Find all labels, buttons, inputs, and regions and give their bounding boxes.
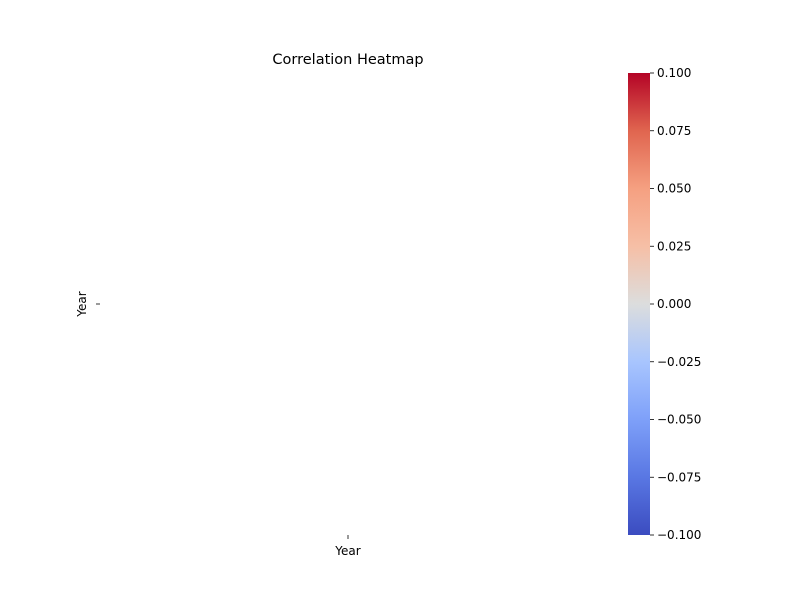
colorbar: −0.100 −0.075 −0.050 −0.025 0.000 0.025 0.050 0… xyxy=(628,66,701,542)
colorbar-gradient xyxy=(628,73,650,535)
heatmap-cell xyxy=(100,73,596,535)
chart-title: Correlation Heatmap xyxy=(272,52,423,68)
colorbar-tick-label: −0.025 xyxy=(657,355,701,369)
colorbar-tick-label: 0.075 xyxy=(657,124,691,138)
y-axis: Year xyxy=(75,291,100,318)
colorbar-tick-label: 0.000 xyxy=(657,297,691,311)
colorbar-tick-label: 0.050 xyxy=(657,182,691,196)
colorbar-ticks: −0.100 −0.075 −0.050 −0.025 0.000 0.025 0.050 0… xyxy=(650,66,701,542)
colorbar-tick-label: −0.100 xyxy=(657,528,701,542)
heatmap-area xyxy=(100,73,596,535)
colorbar-tick-label: 0.100 xyxy=(657,66,691,80)
colorbar-tick-label: −0.050 xyxy=(657,413,701,427)
y-tick-label: Year xyxy=(75,291,89,317)
x-tick-label: Year xyxy=(334,544,360,558)
colorbar-tick-label: −0.075 xyxy=(657,470,701,484)
x-axis: Year xyxy=(334,535,361,558)
colorbar-tick-label: 0.025 xyxy=(657,239,691,253)
